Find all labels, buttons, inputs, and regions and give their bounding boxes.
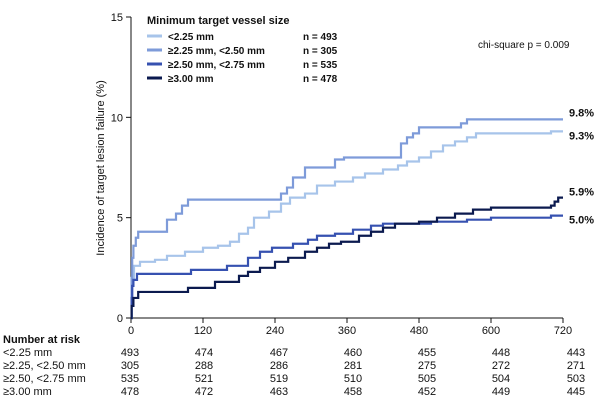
x-tick-label: 0 (128, 325, 134, 337)
x-tick-label: 480 (410, 325, 428, 337)
risk-cell: 460 (344, 347, 362, 359)
risk-cell: 510 (344, 373, 362, 385)
survival-curves (130, 118, 563, 320)
risk-cell: 286 (270, 360, 288, 372)
risk-cell: 443 (567, 347, 585, 359)
risk-table-title: Number at risk (3, 334, 81, 346)
legend-label-series-4: ≥3.00 mm (168, 74, 214, 85)
legend-label-series-2: ≥2.25 mm, <2.50 mm (168, 46, 265, 57)
risk-cell: 474 (195, 347, 213, 359)
curve-series-2 (130, 118, 563, 320)
y-ticks: 0 5 10 15 (111, 12, 131, 325)
end-label-series-4: 5.9% (569, 187, 594, 199)
legend-title: Minimum target vessel size (147, 15, 289, 27)
risk-cell: 521 (195, 373, 213, 385)
y-tick-label: 15 (111, 12, 123, 24)
legend-n-series-1: n = 493 (303, 32, 338, 43)
risk-cell: 281 (344, 360, 362, 372)
legend: <2.25 mm n = 493 ≥2.25 mm, <2.50 mm n = 305… (147, 32, 338, 85)
end-label-series-3: 5.0% (569, 215, 594, 227)
risk-cell: 463 (270, 386, 288, 398)
risk-cell: 272 (492, 360, 510, 372)
x-tick-label: 720 (554, 325, 572, 337)
risk-cell: 467 (270, 347, 288, 359)
risk-cell: 452 (418, 386, 436, 398)
risk-cell: 271 (567, 360, 585, 372)
risk-cell: 535 (121, 373, 139, 385)
risk-row-label: ≥2.50, <2.75 mm (3, 373, 86, 385)
risk-cell: 519 (270, 373, 288, 385)
y-tick-label: 0 (117, 313, 123, 325)
x-tick-label: 600 (482, 325, 500, 337)
risk-cell: 472 (195, 386, 213, 398)
risk-cell: 458 (344, 386, 362, 398)
risk-row-label: ≥3.00 mm (3, 386, 52, 398)
risk-cell: 505 (418, 373, 436, 385)
risk-cell: 503 (567, 373, 585, 385)
legend-label-series-1: <2.25 mm (168, 32, 214, 43)
end-labels: 9.3% 9.8% 5.0% 5.9% (569, 107, 594, 226)
risk-table: <2.25 mm 493 474 467 460 455 448 443 ≥2.25, <2.5… (3, 347, 585, 398)
risk-cell: 445 (567, 386, 585, 398)
legend-n-series-3: n = 535 (303, 60, 338, 71)
risk-cell: 288 (195, 360, 213, 372)
risk-row-label: ≥2.25, <2.50 mm (3, 360, 86, 372)
x-tick-label: 360 (338, 325, 356, 337)
risk-row-label: <2.25 mm (3, 347, 52, 359)
end-label-series-1: 9.3% (569, 130, 594, 142)
curve-series-4 (130, 196, 563, 320)
legend-n-series-4: n = 478 (303, 74, 338, 85)
x-tick-label: 240 (266, 325, 284, 337)
legend-n-series-2: n = 305 (303, 46, 338, 57)
risk-cell: 504 (492, 373, 510, 385)
curve-series-1 (130, 130, 563, 320)
y-axis-label: Incidence of target lesion failure (%) (95, 80, 107, 255)
curve-series-3 (130, 214, 563, 320)
x-ticks: 0 120 240 360 480 600 720 (128, 318, 572, 337)
risk-cell: 478 (121, 386, 139, 398)
chi-square-annotation: chi-square p = 0.009 (478, 40, 570, 51)
risk-cell: 493 (121, 347, 139, 359)
legend-label-series-3: ≥2.50 mm, <2.75 mm (168, 60, 265, 71)
end-label-series-2: 9.8% (569, 107, 594, 119)
y-tick-label: 5 (117, 213, 123, 225)
risk-cell: 448 (492, 347, 510, 359)
x-tick-label: 120 (194, 325, 212, 337)
risk-cell: 275 (418, 360, 436, 372)
risk-cell: 305 (121, 360, 139, 372)
risk-cell: 455 (418, 347, 436, 359)
y-tick-label: 10 (111, 112, 123, 124)
risk-cell: 449 (492, 386, 510, 398)
